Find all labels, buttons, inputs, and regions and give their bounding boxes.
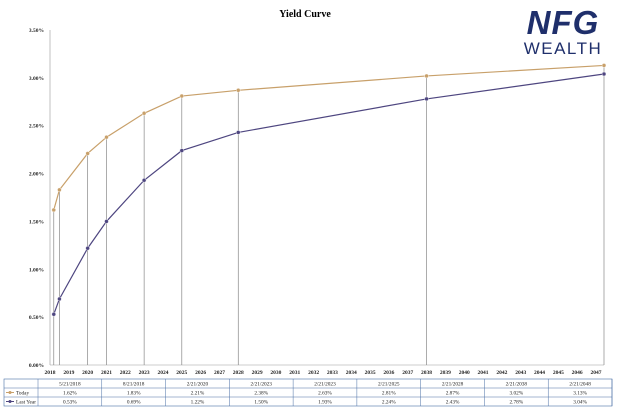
y-tick-label: 1.00% — [29, 267, 44, 273]
legend-marker-last-year — [8, 400, 12, 403]
x-tick-label: 2024 — [157, 370, 168, 376]
x-tick-label: 2036 — [383, 370, 394, 376]
x-tick-label: 2026 — [195, 370, 206, 376]
data-point-today — [236, 88, 241, 93]
x-tick-label: 2035 — [365, 370, 376, 376]
data-point-last-year — [141, 178, 147, 183]
legend-marker-today — [8, 391, 12, 394]
table-value: 2.87% — [446, 391, 460, 397]
x-tick-label: 2041 — [478, 370, 489, 376]
data-point-today — [104, 134, 109, 140]
logo-wordmark: NFG — [526, 4, 600, 41]
table-maturity-date: 5/21/2018 — [59, 382, 81, 388]
x-tick-label: 2038 — [421, 370, 432, 376]
data-point-last-year — [51, 312, 56, 317]
x-tick-label: 2046 — [572, 370, 583, 376]
table-value: 1.93% — [318, 400, 332, 406]
data-point-last-year — [601, 71, 607, 77]
table-value: 2.38% — [254, 391, 268, 397]
x-tick-label: 2029 — [252, 370, 263, 376]
table-value: 1.83% — [127, 391, 141, 397]
x-tick-label: 2042 — [496, 370, 507, 376]
x-tick-label: 2022 — [120, 370, 131, 376]
table-maturity-date: 2/21/2023 — [314, 382, 336, 388]
table-maturity-date: 2/21/2020 — [187, 382, 209, 388]
y-tick-label: 3.50% — [29, 28, 44, 34]
x-tick-label: 2032 — [308, 370, 319, 376]
data-point-last-year — [57, 296, 62, 302]
legend-label-last-year: Last Year — [16, 400, 36, 406]
data-point-last-year — [179, 148, 184, 153]
table-value: 3.02% — [509, 391, 523, 397]
data-point-today — [51, 207, 56, 213]
table-value: 1.62% — [63, 391, 77, 397]
table-maturity-date: 2/21/2025 — [378, 382, 400, 388]
data-point-today — [424, 73, 429, 79]
x-tick-label: 2019 — [63, 370, 74, 376]
x-tick-label: 2040 — [459, 370, 470, 376]
table-value: 0.53% — [63, 400, 77, 406]
x-tick-label: 2028 — [233, 370, 244, 376]
series-line-last-year — [53, 73, 605, 315]
data-point-last-year — [104, 219, 109, 224]
table-maturity-date: 2/21/2038 — [506, 382, 528, 388]
x-tick-label: 2039 — [440, 370, 451, 376]
table-maturity-date: 2/21/2028 — [442, 382, 464, 388]
data-point-today — [601, 63, 607, 68]
table-value: 2.21% — [191, 391, 205, 397]
x-tick-label: 2037 — [402, 370, 413, 376]
x-tick-label: 2044 — [534, 370, 545, 376]
y-tick-label: 3.00% — [29, 76, 44, 82]
y-tick-label: 0.50% — [29, 315, 44, 321]
legend-label-today: Today — [16, 391, 30, 397]
x-tick-label: 2047 — [591, 370, 602, 376]
table-value: 3.13% — [573, 391, 587, 397]
data-point-last-year — [236, 130, 241, 135]
data-point-today — [179, 93, 184, 99]
x-tick-label: 2023 — [139, 370, 150, 376]
table-value: 2.78% — [509, 400, 523, 406]
x-tick-label: 2033 — [327, 370, 338, 376]
table-maturity-date: 2/21/2048 — [569, 382, 591, 388]
data-point-today — [57, 187, 62, 193]
logo-subtitle: WEALTH — [523, 39, 603, 58]
nfg-wealth-logo: NFG WEALTH — [516, 6, 610, 60]
table-value: 3.04% — [573, 400, 587, 406]
y-tick-label: 1.50% — [29, 219, 44, 225]
y-tick-label: 0.00% — [29, 363, 44, 369]
x-tick-label: 2020 — [82, 370, 93, 376]
x-tick-label: 2018 — [45, 370, 56, 376]
data-point-today — [141, 111, 147, 116]
table-value: 1.22% — [191, 400, 205, 406]
y-tick-label: 2.50% — [29, 124, 44, 130]
data-point-last-year — [85, 246, 90, 251]
x-tick-label: 2027 — [214, 370, 225, 376]
data-point-last-year — [424, 96, 429, 102]
table-maturity-date: 8/21/2018 — [123, 382, 145, 388]
data-point-today — [85, 151, 90, 156]
x-tick-label: 2021 — [101, 370, 112, 376]
table-value: 1.50% — [254, 400, 268, 406]
table-value: 2.81% — [382, 391, 396, 397]
table-value: 2.63% — [318, 391, 332, 397]
x-tick-label: 2034 — [346, 370, 357, 376]
table-value: 2.43% — [446, 400, 460, 406]
y-tick-label: 2.00% — [29, 172, 44, 178]
chart-title: Yield Curve — [279, 9, 331, 20]
x-tick-label: 2045 — [553, 370, 564, 376]
x-tick-label: 2031 — [289, 370, 300, 376]
x-tick-label: 2043 — [515, 370, 526, 376]
table-value: 2.24% — [382, 400, 396, 406]
table-maturity-date: 2/21/2023 — [250, 382, 272, 388]
x-tick-label: 2025 — [176, 370, 187, 376]
x-tick-label: 2030 — [270, 370, 281, 376]
table-value: 0.69% — [127, 400, 141, 406]
